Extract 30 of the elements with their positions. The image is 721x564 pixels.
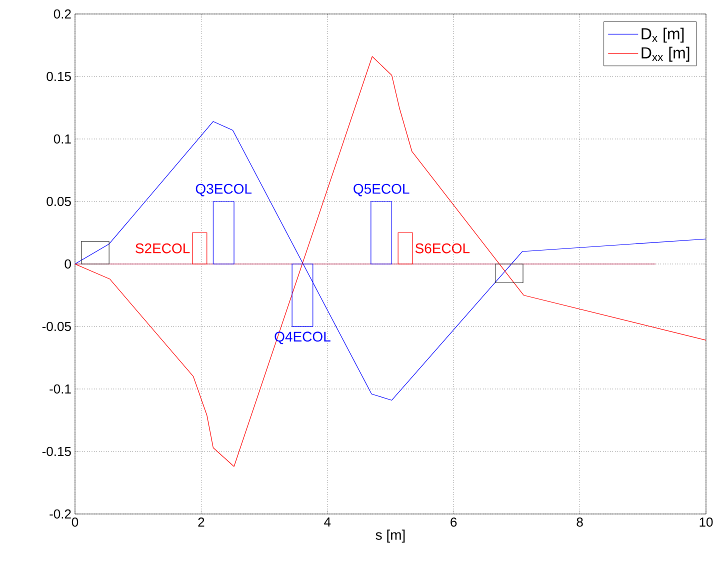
y-tick-label: -0.2 (50, 509, 71, 519)
y-tick-label: -0.1 (50, 384, 71, 394)
legend-label: D$_{xx}$ [m] (642, 46, 690, 62)
legend-label: D$_{x}$ [m] (642, 28, 684, 43)
bar (81, 241, 110, 264)
y-tick-label: -0.05 (42, 322, 71, 332)
bar (292, 264, 314, 327)
y-tick-label: 0 (64, 259, 71, 269)
y-tick-label: 0.15 (46, 72, 71, 82)
x-tick-label: 2 (198, 518, 204, 527)
y-tick-label: 0.05 (46, 196, 71, 206)
x-tick-label: 8 (576, 518, 583, 527)
bar (398, 232, 413, 264)
bar (494, 264, 524, 284)
bar (192, 232, 208, 264)
x-axis-title: s [m] (376, 530, 405, 543)
series-label: Q3ECOL (196, 184, 252, 196)
y-tick-label: -0.15 (42, 446, 71, 456)
x-tick-label: 0 (72, 518, 78, 527)
x-tick-label: 4 (324, 518, 331, 526)
y-tick-label: 0.2 (54, 9, 71, 19)
series-label: Q5ECOL (354, 184, 410, 196)
bar (370, 201, 392, 264)
line-series (75, 121, 706, 401)
bar (212, 201, 234, 264)
x-tick-label: 10 (700, 518, 713, 527)
series-label: S2ECOL (136, 243, 190, 254)
series-label: S6ECOL (415, 243, 470, 254)
y-tick-label: 0.1 (54, 134, 71, 144)
x-tick-label: 6 (450, 518, 457, 527)
